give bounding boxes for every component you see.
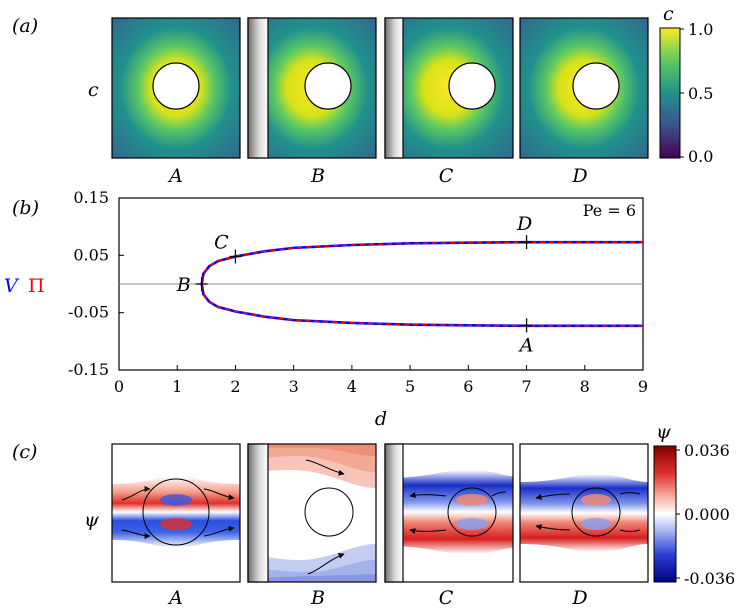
streamfunction-map-b — [247, 443, 377, 583]
marker-label-c: C — [214, 231, 229, 253]
y-axis-label-v: V — [4, 275, 20, 297]
case-label-b: B — [310, 165, 325, 187]
marker-label-b: B — [176, 274, 191, 296]
case-label-d: D — [571, 165, 587, 187]
peclet-annotation: Pe = 6 — [583, 201, 636, 220]
psi-wall-c — [384, 443, 404, 583]
y-axis-label-pi: Π — [28, 275, 45, 297]
panel-c-row-label: ψ — [84, 509, 100, 531]
colorbar-psi: ψ 0.036 0.000 -0.036 — [653, 421, 735, 588]
panel-c-label: (c) — [12, 441, 37, 463]
panel-a-label: (a) — [12, 15, 38, 37]
x-tick-label: 1 — [172, 377, 182, 396]
y-tick-label: -0.05 — [68, 303, 109, 322]
psi-case-label-b: B — [310, 587, 325, 609]
panel-a-row-label: c — [88, 79, 99, 101]
colorbar-psi-tick-1: 0.036 — [684, 441, 730, 460]
colorbar-psi-tick-2: 0.000 — [684, 505, 730, 524]
x-tick-label: 3 — [289, 377, 299, 396]
x-axis-label: d — [375, 408, 387, 430]
streamfunction-map-d — [519, 443, 649, 583]
colorbar-psi-title: ψ — [656, 421, 672, 443]
concentration-map-b — [247, 17, 377, 159]
psi-wall-b — [247, 443, 269, 583]
colorbar-c-title: c — [663, 3, 674, 25]
concentration-map-a — [111, 17, 241, 159]
x-tick-label: 5 — [405, 377, 415, 396]
x-tick-label: 8 — [580, 377, 590, 396]
streamfunction-map-c — [384, 443, 514, 583]
marker-label-d: D — [516, 213, 532, 235]
case-label-a: A — [167, 165, 183, 187]
psi-case-label-d: D — [571, 587, 587, 609]
x-tick-label: 7 — [521, 377, 531, 396]
psi-case-label-c: C — [439, 587, 454, 609]
streamfunction-map-a — [111, 443, 241, 583]
wall-c — [384, 17, 404, 159]
colorbar-c-tick-3: 0.0 — [688, 147, 713, 166]
x-tick-label: 0 — [114, 377, 124, 396]
colorbar-c-tick-2: 0.5 — [688, 84, 713, 103]
x-tick-label: 6 — [463, 377, 473, 396]
case-label-c: C — [439, 165, 454, 187]
bifurcation-plot: 0 1 2 3 4 5 6 7 8 9 0.15 0.05 -0.05 -0.15 A B C D — [68, 188, 648, 396]
x-tick-label: 2 — [230, 377, 240, 396]
colorbar-psi-tick-3: -0.036 — [684, 569, 735, 588]
wall-b — [247, 17, 269, 159]
x-tick-label: 4 — [347, 377, 357, 396]
concentration-map-d — [519, 17, 649, 159]
colorbar-c: c 1.0 0.5 0.0 — [659, 3, 713, 166]
concentration-map-c — [384, 17, 514, 159]
x-tick-label: 9 — [638, 377, 648, 396]
psi-case-label-a: A — [167, 587, 183, 609]
y-tick-label: -0.15 — [68, 360, 109, 379]
colorbar-c-tick-1: 1.0 — [688, 20, 713, 39]
series-line-pi — [200, 241, 643, 327]
y-tick-label: 0.15 — [73, 188, 109, 207]
marker-label-a: A — [518, 334, 534, 356]
y-tick-label: 0.05 — [73, 245, 109, 264]
panel-b-label: (b) — [12, 197, 39, 219]
